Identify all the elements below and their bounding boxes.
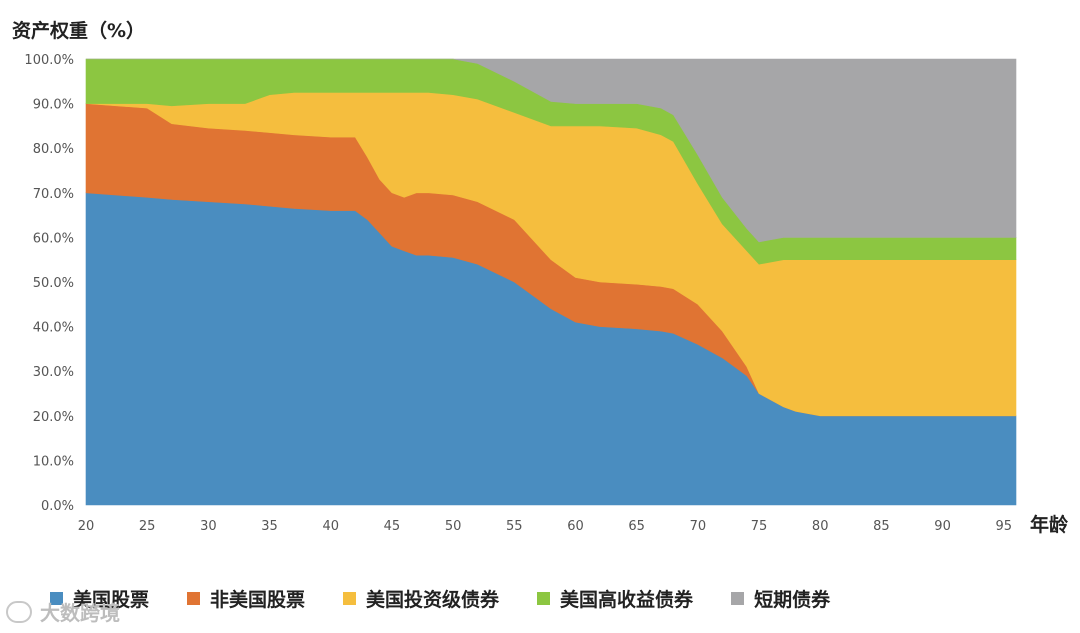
y-tick-label: 30.0% [33,365,74,380]
legend-label: 短期债券 [754,589,831,611]
watermark: 大数跨境 [6,597,120,626]
area-series-group [85,58,1017,506]
x-tick-label: 80 [812,519,829,534]
legend-swatch [50,592,63,605]
y-tick-label: 10.0% [33,454,74,469]
x-tick-label: 30 [200,519,217,534]
legend-swatch [537,592,551,605]
y-tick-label: 50.0% [33,276,74,291]
y-tick-label: 70.0% [33,187,74,202]
x-axis-title: 年龄 [1030,513,1069,536]
x-tick-labels: 20 25 30 35 40 45 50 55 60 65 70 75 80 85 90 95 [78,519,1012,534]
x-tick-label: 65 [628,519,645,534]
legend-label: 美国高收益债券 [560,589,694,611]
x-tick-label: 90 [934,519,951,534]
y-axis-title: 资产权重（%） [12,19,145,42]
x-tick-label: 55 [506,519,523,534]
legend-item-4: 短期债券 [731,585,830,612]
x-tick-label: 50 [445,519,462,534]
x-tick-label: 20 [78,519,95,534]
x-tick-label: 60 [567,519,584,534]
legend-swatch [731,592,745,605]
legend: 美国股票 非美国股票 美国投资级债券 美国高收益债券 短期债券 [50,585,868,612]
legend-item-3: 美国高收益债券 [537,585,693,612]
watermark-text: 大数跨境 [40,601,120,625]
legend-swatch [343,592,357,605]
legend-item-2: 美国投资级债券 [343,585,499,612]
y-tick-label: 60.0% [33,231,74,246]
legend-swatch [187,592,201,605]
y-tick-label: 80.0% [33,142,74,157]
x-tick-label: 45 [384,519,401,534]
x-tick-label: 85 [873,519,890,534]
legend-label: 美国投资级债券 [366,589,500,611]
x-tick-label: 75 [751,519,768,534]
y-tick-labels: 0.0% 10.0% 20.0% 30.0% 40.0% 50.0% 60.0% 70.0% 8… [24,53,74,514]
legend-item-0: 美国股票 [50,585,149,612]
legend-label: 非美国股票 [210,589,306,611]
y-tick-label: 90.0% [33,98,74,113]
x-tick-label: 40 [322,519,339,534]
y-tick-label: 100.0% [24,53,74,68]
y-tick-label: 20.0% [33,410,74,425]
x-tick-label: 70 [690,519,707,534]
y-tick-label: 40.0% [33,321,74,336]
area-series-4 [86,58,1017,243]
watermark-logo-icon [6,600,32,623]
x-tick-label: 95 [995,519,1012,534]
legend-label: 美国股票 [73,589,150,611]
x-tick-label: 25 [139,519,156,534]
legend-item-1: 非美国股票 [187,585,305,612]
y-tick-label: 0.0% [41,499,74,514]
x-tick-label: 35 [261,519,278,534]
